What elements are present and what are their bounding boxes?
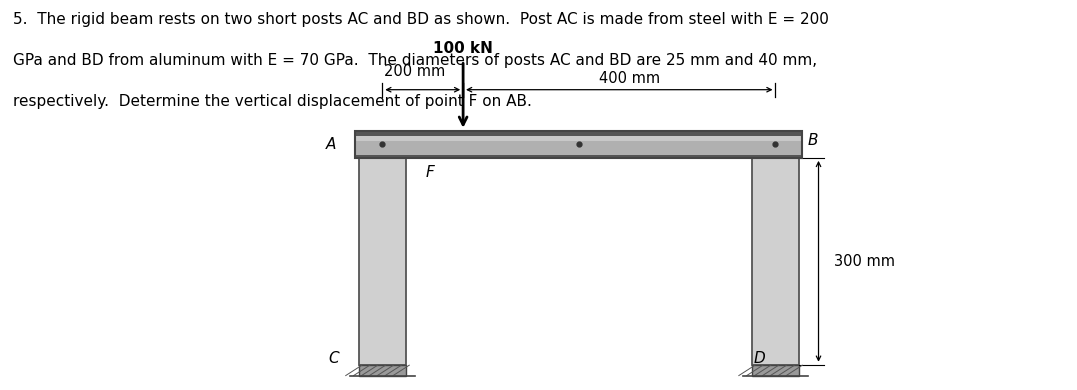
- Text: 100 kN: 100 kN: [433, 41, 493, 56]
- Bar: [355, 155, 802, 158]
- Bar: [359, 365, 406, 376]
- Bar: [752, 365, 799, 376]
- Bar: [359, 158, 406, 365]
- Text: 300 mm: 300 mm: [834, 254, 895, 269]
- Bar: [355, 136, 802, 141]
- Text: 5.  The rigid beam rests on two short posts AC and BD as shown.  Post AC is made: 5. The rigid beam rests on two short pos…: [13, 12, 829, 27]
- Text: A: A: [325, 137, 336, 152]
- Text: B: B: [808, 133, 819, 148]
- Bar: [355, 131, 802, 158]
- Text: C: C: [328, 351, 339, 366]
- Bar: [355, 131, 802, 136]
- Text: 400 mm: 400 mm: [600, 71, 660, 86]
- Text: GPa and BD from aluminum with E = 70 GPa.  The diameters of posts AC and BD are : GPa and BD from aluminum with E = 70 GPa…: [13, 53, 817, 67]
- Bar: [355, 131, 802, 158]
- Text: 200 mm: 200 mm: [384, 64, 446, 79]
- Text: F: F: [425, 165, 434, 180]
- Text: D: D: [754, 351, 766, 366]
- Text: respectively.  Determine the vertical displacement of point F on AB.: respectively. Determine the vertical dis…: [13, 94, 532, 108]
- Bar: [752, 158, 799, 365]
